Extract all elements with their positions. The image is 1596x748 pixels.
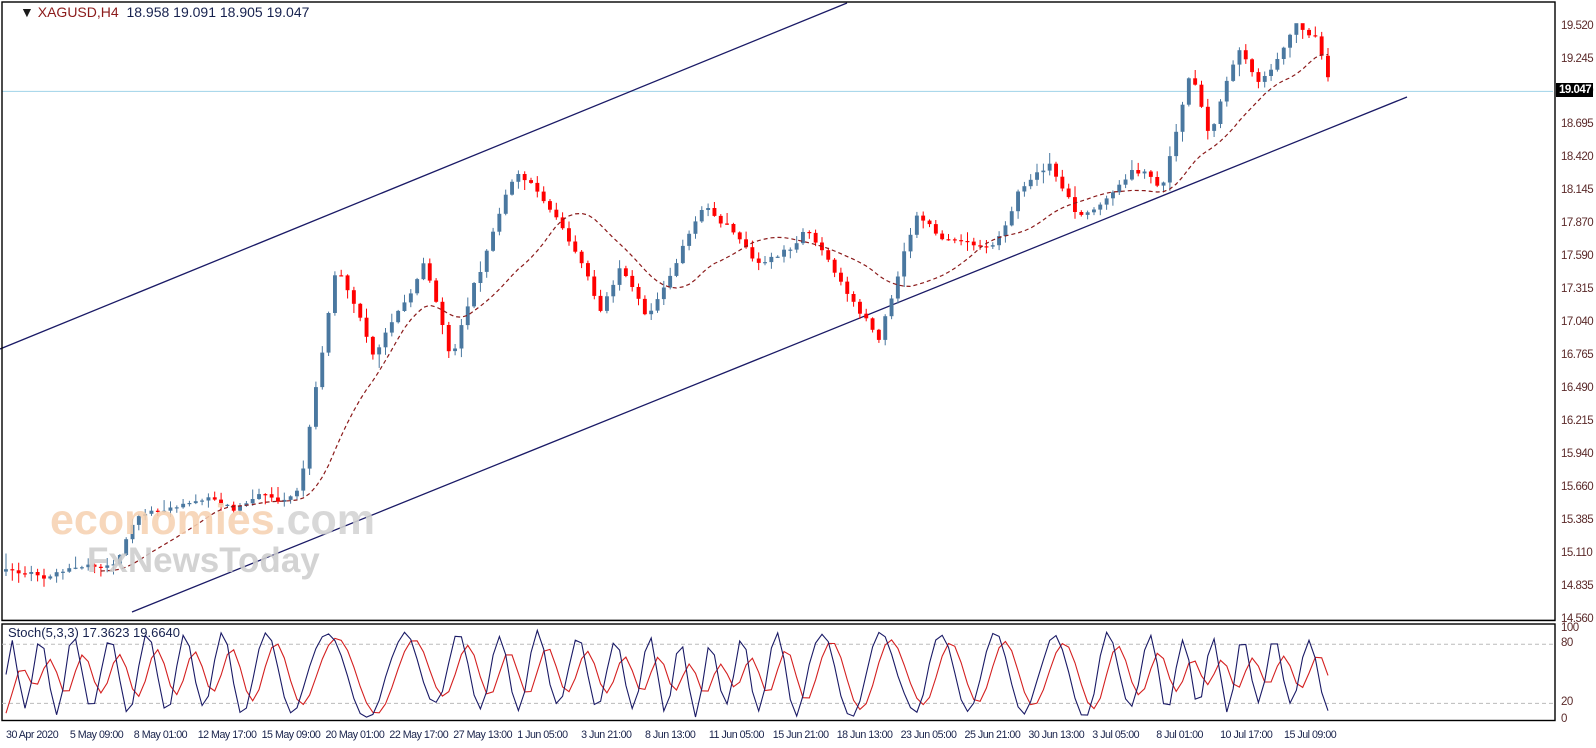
svg-text:economies.com: economies.com <box>50 497 375 544</box>
svg-text:FxNewsToday: FxNewsToday <box>87 542 320 580</box>
